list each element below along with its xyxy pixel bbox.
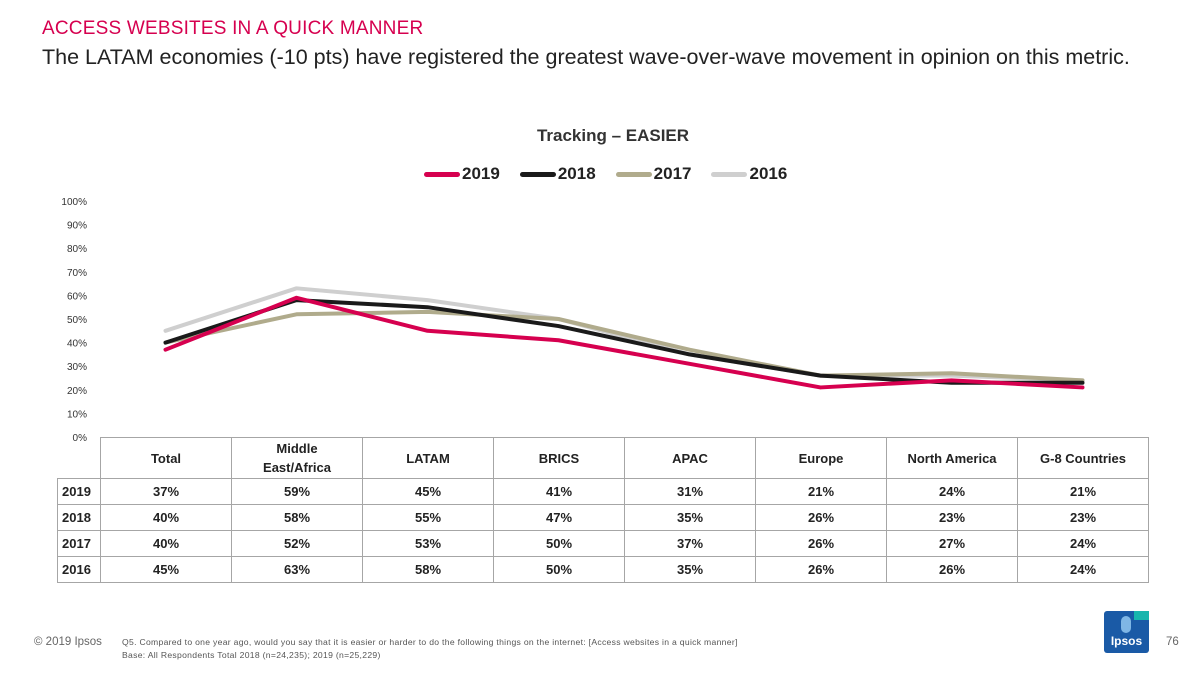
logo-text: Ipsos <box>1110 634 1143 648</box>
table-cell: 47% <box>493 504 625 531</box>
series-line-2019 <box>163 295 1085 390</box>
copyright: © 2019 Ipsos <box>34 636 102 648</box>
y-tick-label: 100% <box>61 197 87 208</box>
table-cell: 23% <box>1017 504 1149 531</box>
table-cell: 40% <box>100 530 232 557</box>
table-row-label: 2017 <box>57 530 101 557</box>
table-cell: 58% <box>231 504 363 531</box>
table-column-header: Total <box>100 437 232 479</box>
table-column-header: Middle East/Africa <box>231 437 363 479</box>
table-cell: 24% <box>886 478 1018 505</box>
table-cell: 21% <box>755 478 887 505</box>
table-cell: 58% <box>362 556 494 583</box>
y-tick-label: 80% <box>67 244 87 255</box>
table-cell: 24% <box>1017 556 1149 583</box>
y-tick-label: 90% <box>67 221 87 232</box>
legend-label: 2016 <box>749 164 788 183</box>
table-column-header: APAC <box>624 437 756 479</box>
table-cell: 37% <box>100 478 232 505</box>
table-cell: 52% <box>231 530 363 557</box>
table-cell: 26% <box>755 530 887 557</box>
table-row-label: 2018 <box>57 504 101 531</box>
table-column-header: BRICS <box>493 437 625 479</box>
y-tick-label: 40% <box>67 339 87 350</box>
table-column-header: Europe <box>755 437 887 479</box>
footnote: Q5. Compared to one year ago, would you … <box>122 636 738 662</box>
table-corner <box>57 437 101 479</box>
chart-legend: 2019 2018 2017 2016 <box>424 163 807 185</box>
logo-accent <box>1134 611 1149 620</box>
table-row: 2018 40% 58% 55% 47% 35% 26% 23% 23% <box>57 504 1149 531</box>
legend-swatch <box>424 171 460 177</box>
question-text: Q5. Compared to one year ago, would you … <box>122 637 738 647</box>
y-tick-label: 70% <box>67 268 87 279</box>
logo-mark-icon <box>1121 616 1131 633</box>
table-column-header: North America <box>886 437 1018 479</box>
table-cell: 63% <box>231 556 363 583</box>
ipsos-logo: Ipsos <box>1104 611 1149 653</box>
legend-item-2017: 2017 <box>615 164 692 184</box>
legend-swatch <box>711 171 748 177</box>
table-cell: 45% <box>100 556 232 583</box>
table-row: 2019 37% 59% 45% 41% 31% 21% 24% 21% <box>57 478 1149 505</box>
legend-item-2016: 2016 <box>711 164 787 184</box>
table-cell: 55% <box>362 504 494 531</box>
table-cell: 27% <box>886 530 1018 557</box>
table-row-label: 2019 <box>57 478 101 505</box>
legend-label: 2017 <box>653 164 692 183</box>
base-text: Base: All Respondents Total 2018 (n=24,2… <box>122 650 381 660</box>
page-number: 76 <box>1166 636 1179 648</box>
legend-label: 2018 <box>557 164 596 183</box>
table-row: 2017 40% 52% 53% 50% 37% 26% 27% 24% <box>57 530 1149 557</box>
legend-item-2019: 2019 <box>424 164 500 184</box>
table-cell: 26% <box>886 556 1018 583</box>
series-line-2017 <box>163 309 1085 383</box>
table-cell: 50% <box>493 530 625 557</box>
y-tick-label: 60% <box>67 291 87 302</box>
table-cell: 50% <box>493 556 625 583</box>
table-cell: 53% <box>362 530 494 557</box>
table-cell: 37% <box>624 530 756 557</box>
table-cell: 35% <box>624 556 756 583</box>
table-row-label: 2016 <box>57 556 101 583</box>
table-cell: 23% <box>886 504 1018 531</box>
table-cell: 21% <box>1017 478 1149 505</box>
table-cell: 24% <box>1017 530 1149 557</box>
table-cell: 41% <box>493 478 625 505</box>
data-table: Total Middle East/Africa LATAM BRICS APAC Eur… <box>57 437 1149 583</box>
table-header-row: Total Middle East/Africa LATAM BRICS APAC Eur… <box>57 437 1149 479</box>
chart-title: Tracking – EASIER <box>536 126 690 145</box>
legend-swatch <box>519 171 556 177</box>
table-cell: 40% <box>100 504 232 531</box>
legend-swatch <box>615 171 652 177</box>
y-tick-label: 20% <box>67 386 87 397</box>
y-tick-label: 10% <box>67 409 87 420</box>
table-cell: 45% <box>362 478 494 505</box>
legend-item-2018: 2018 <box>519 164 596 184</box>
table-column-header: G-8 Countries <box>1017 437 1149 479</box>
table-column-header: LATAM <box>362 437 494 479</box>
eyebrow-title: ACCESS WEBSITES IN A QUICK MANNER <box>42 18 424 39</box>
y-tick-label: 50% <box>67 315 87 326</box>
table-cell: 26% <box>755 556 887 583</box>
table-cell: 26% <box>755 504 887 531</box>
y-tick-label: 30% <box>67 362 87 373</box>
headline: The LATAM economies (-10 pts) have regis… <box>42 45 1130 69</box>
table-cell: 31% <box>624 478 756 505</box>
table-cell: 59% <box>231 478 363 505</box>
table-row: 2016 45% 63% 58% 50% 35% 26% 26% 24% <box>57 556 1149 583</box>
legend-label: 2019 <box>462 164 500 183</box>
table-cell: 35% <box>624 504 756 531</box>
